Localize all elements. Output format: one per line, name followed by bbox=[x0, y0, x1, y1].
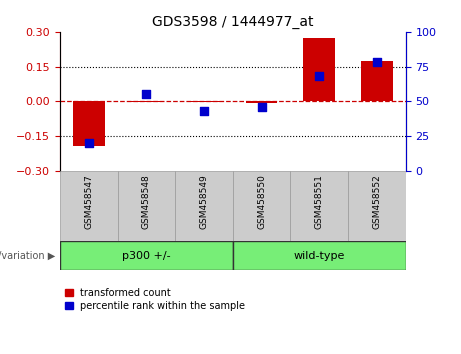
Point bbox=[142, 91, 150, 97]
Bar bbox=[303, 38, 335, 101]
Point bbox=[373, 59, 381, 65]
Text: GSM458552: GSM458552 bbox=[372, 174, 381, 229]
Point bbox=[315, 73, 323, 79]
Text: GSM458547: GSM458547 bbox=[84, 174, 93, 229]
Bar bbox=[246, 101, 278, 103]
Title: GDS3598 / 1444977_at: GDS3598 / 1444977_at bbox=[152, 16, 313, 29]
Text: GSM458548: GSM458548 bbox=[142, 174, 151, 229]
Text: wild-type: wild-type bbox=[294, 251, 345, 261]
Point bbox=[200, 108, 207, 114]
Point bbox=[258, 104, 266, 110]
Bar bbox=[130, 101, 162, 102]
Bar bbox=[290, 171, 348, 241]
Bar bbox=[60, 171, 118, 241]
Bar bbox=[73, 101, 105, 146]
Legend: transformed count, percentile rank within the sample: transformed count, percentile rank withi… bbox=[65, 288, 245, 311]
Text: GSM458549: GSM458549 bbox=[200, 174, 208, 229]
Bar bbox=[175, 171, 233, 241]
Text: GSM458551: GSM458551 bbox=[315, 174, 324, 229]
Bar bbox=[361, 61, 393, 101]
Text: genotype/variation ▶: genotype/variation ▶ bbox=[0, 251, 55, 261]
Text: GSM458550: GSM458550 bbox=[257, 174, 266, 229]
Bar bbox=[188, 101, 220, 102]
Point bbox=[85, 140, 92, 146]
Bar bbox=[118, 171, 175, 241]
Text: p300 +/-: p300 +/- bbox=[122, 251, 171, 261]
Bar bbox=[60, 241, 233, 270]
Bar bbox=[233, 241, 406, 270]
Bar bbox=[233, 171, 290, 241]
Bar bbox=[348, 171, 406, 241]
